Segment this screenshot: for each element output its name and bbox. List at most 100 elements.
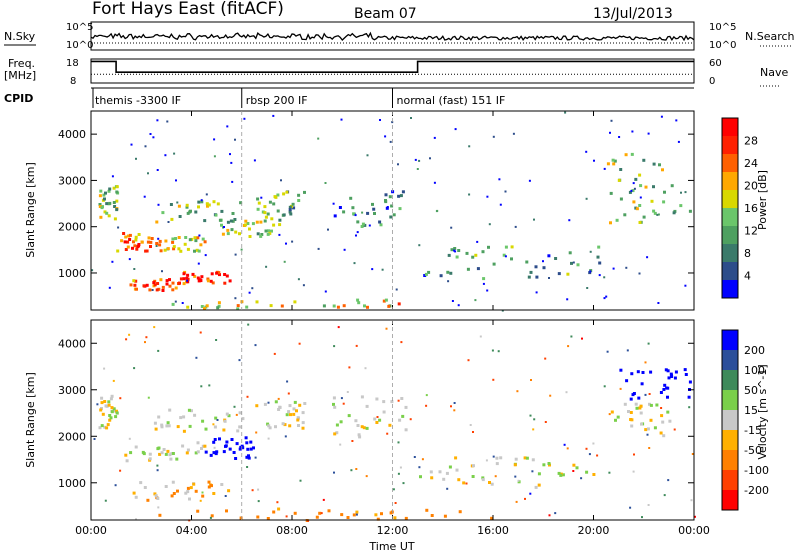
heatmap-cell [293,400,297,404]
heatmap-cell [268,231,272,235]
heatmap-speckle [548,514,551,517]
heatmap-cell [652,162,656,166]
heatmap-cell [245,305,249,309]
heatmap-cell [362,426,366,430]
heatmap-cell [113,205,117,208]
heatmap-cell [373,417,377,421]
heatmap-cell [360,225,364,228]
heatmap-speckle [474,299,477,302]
heatmap-cell [293,300,297,304]
heatmap-cell [366,305,369,309]
colorbar-band [722,172,738,191]
heatmap-cell [158,452,162,456]
heatmap-speckle [143,195,146,198]
heatmap-speckle [468,145,471,148]
heatmap-cell [102,193,106,197]
heatmap-cell [449,271,453,275]
x-tick-label: 12:00 [377,524,409,537]
heatmap-cell [443,514,447,518]
heatmap-speckle [147,172,149,175]
heatmap-speckle [167,221,170,223]
heatmap-cell [527,275,531,279]
heatmap-cell [646,427,650,431]
heatmap-speckle [501,309,504,312]
heatmap-speckle [488,223,491,226]
heatmap-cell [296,418,300,422]
heatmap-speckle [418,466,421,469]
heatmap-speckle [340,118,343,121]
heatmap-cell [127,234,130,238]
heatmap-cell [476,267,480,271]
heatmap-speckle [230,161,233,164]
heatmap-speckle [451,300,454,302]
heatmap-cell [282,192,286,196]
heatmap-cell [175,457,179,461]
heatmap-speckle [93,438,96,440]
heatmap-cell [209,279,213,283]
heatmap-cell [210,484,213,488]
heatmap-speckle [608,471,611,474]
cpid-segment-label: rbsp 200 IF [246,94,308,107]
heatmap-cell [228,447,232,451]
heatmap-cell [357,301,361,305]
heatmap-cell [447,253,451,257]
heatmap-speckle [585,197,588,200]
heatmap-cell [126,240,130,244]
heatmap-cell [204,427,208,431]
heatmap-cell [129,283,133,287]
heatmap-cell [666,369,670,373]
heatmap-speckle [133,268,136,270]
heatmap-cell [185,451,189,455]
heatmap-speckle [111,175,114,178]
heatmap-cell [384,193,388,197]
heatmap-cell [688,380,692,384]
heatmap-speckle [246,395,249,398]
heatmap-cell [215,271,219,275]
heatmap-cell [191,272,195,276]
heatmap-cell [105,426,109,430]
heatmap-cell [179,416,183,420]
heatmap-cell [195,248,199,252]
heatmap-cell [166,421,170,425]
heatmap-speckle [317,137,320,140]
heatmap-speckle [469,424,472,426]
heatmap-cell [226,220,230,224]
heatmap-speckle [205,193,208,196]
heatmap-cell [366,211,370,215]
heatmap-cell [172,492,176,495]
heatmap-cell [664,368,668,372]
heatmap-cell [246,222,250,225]
colorbar-tick-label: -15 [744,424,762,437]
heatmap-cell [228,279,232,283]
heatmap-speckle [114,484,117,487]
heatmap-cell [203,307,206,311]
heatmap-cell [609,221,612,225]
heatmap-speckle [644,361,647,364]
heatmap-cell [634,402,638,406]
heatmap-cell [397,302,401,306]
heatmap-speckle [603,276,606,279]
heatmap-cell [401,414,405,418]
heatmap-cell [222,428,226,432]
heatmap-cell [537,472,541,476]
beam-title: Beam 07 [354,6,417,22]
heatmap-cell [384,199,387,202]
heatmap-speckle [285,242,287,245]
heatmap-cell [220,223,223,227]
heatmap-cell [124,453,128,457]
heatmap-cell [260,233,264,236]
heatmap-speckle [348,366,351,369]
heatmap-cell [247,454,250,458]
heatmap-speckle [213,446,216,449]
heatmap-cell [103,210,107,214]
nsky-strip-frame [90,21,695,51]
heatmap-speckle [355,513,358,516]
colorbar-band [722,190,738,209]
heatmap-cell [639,411,643,415]
heatmap-speckle [688,406,691,409]
heatmap-speckle [285,515,288,518]
heatmap-cell [270,229,273,233]
heatmap-cell [401,190,405,194]
heatmap-cell [201,494,205,498]
heatmap-speckle [657,302,660,304]
